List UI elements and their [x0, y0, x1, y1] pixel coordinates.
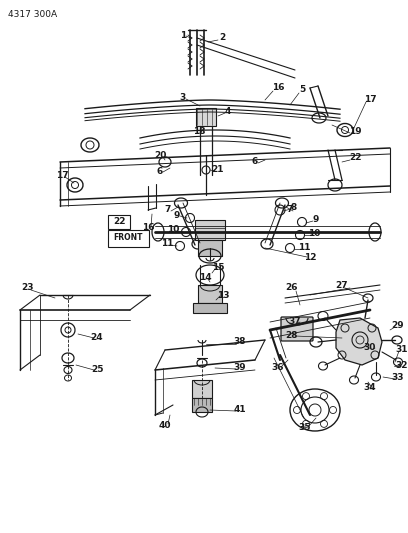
Text: 27: 27	[336, 280, 348, 289]
Text: 19: 19	[349, 127, 361, 136]
Text: 11: 11	[161, 239, 173, 248]
Text: 18: 18	[193, 126, 205, 135]
Text: 21: 21	[212, 166, 224, 174]
FancyBboxPatch shape	[193, 303, 227, 313]
Text: 9: 9	[174, 211, 180, 220]
Text: 37: 37	[289, 318, 302, 327]
FancyBboxPatch shape	[108, 215, 130, 229]
Text: FRONT: FRONT	[113, 233, 143, 243]
FancyBboxPatch shape	[195, 220, 225, 240]
Text: 41: 41	[234, 406, 246, 415]
FancyBboxPatch shape	[192, 380, 212, 398]
Text: 10: 10	[308, 230, 320, 238]
FancyBboxPatch shape	[196, 108, 216, 126]
Text: 8: 8	[291, 204, 297, 213]
Text: 40: 40	[159, 421, 171, 430]
Text: 13: 13	[217, 290, 229, 300]
FancyBboxPatch shape	[192, 398, 212, 412]
Text: 4: 4	[225, 108, 231, 117]
Text: 14: 14	[199, 273, 211, 282]
Text: 7: 7	[165, 206, 171, 214]
Text: 29: 29	[392, 320, 404, 329]
Text: 1: 1	[180, 30, 186, 39]
Text: 30: 30	[364, 343, 376, 352]
Text: 17: 17	[364, 95, 376, 104]
Text: 38: 38	[234, 337, 246, 346]
Text: 12: 12	[304, 254, 316, 262]
Text: 34: 34	[364, 384, 376, 392]
Text: 5: 5	[299, 85, 305, 94]
Text: 16: 16	[272, 84, 284, 93]
FancyBboxPatch shape	[281, 317, 313, 341]
Text: 2: 2	[219, 34, 225, 43]
Text: 11: 11	[298, 244, 310, 253]
Text: 28: 28	[286, 330, 298, 340]
Text: 23: 23	[22, 284, 34, 293]
Polygon shape	[336, 318, 382, 365]
Text: 10: 10	[167, 225, 179, 235]
Text: 15: 15	[212, 263, 224, 272]
Text: 20: 20	[154, 150, 166, 159]
Text: 7: 7	[287, 206, 293, 214]
Text: 9: 9	[313, 215, 319, 224]
Text: 17: 17	[55, 171, 68, 180]
Text: 16: 16	[142, 223, 154, 232]
Text: 4317 300A: 4317 300A	[8, 10, 57, 19]
Text: 35: 35	[299, 424, 311, 432]
FancyBboxPatch shape	[107, 230, 149, 246]
FancyBboxPatch shape	[198, 285, 222, 303]
Text: 6: 6	[157, 167, 163, 176]
Text: 24: 24	[91, 334, 103, 343]
Text: 32: 32	[396, 360, 408, 369]
Text: 6: 6	[252, 157, 258, 166]
Text: 31: 31	[396, 345, 408, 354]
Text: 3: 3	[179, 93, 185, 102]
Text: 26: 26	[286, 284, 298, 293]
FancyBboxPatch shape	[198, 240, 222, 256]
Text: 25: 25	[91, 366, 103, 375]
Text: 39: 39	[234, 364, 246, 373]
Text: 33: 33	[392, 374, 404, 383]
Text: 22: 22	[349, 154, 361, 163]
Text: 22: 22	[113, 217, 125, 227]
Text: 36: 36	[272, 364, 284, 373]
